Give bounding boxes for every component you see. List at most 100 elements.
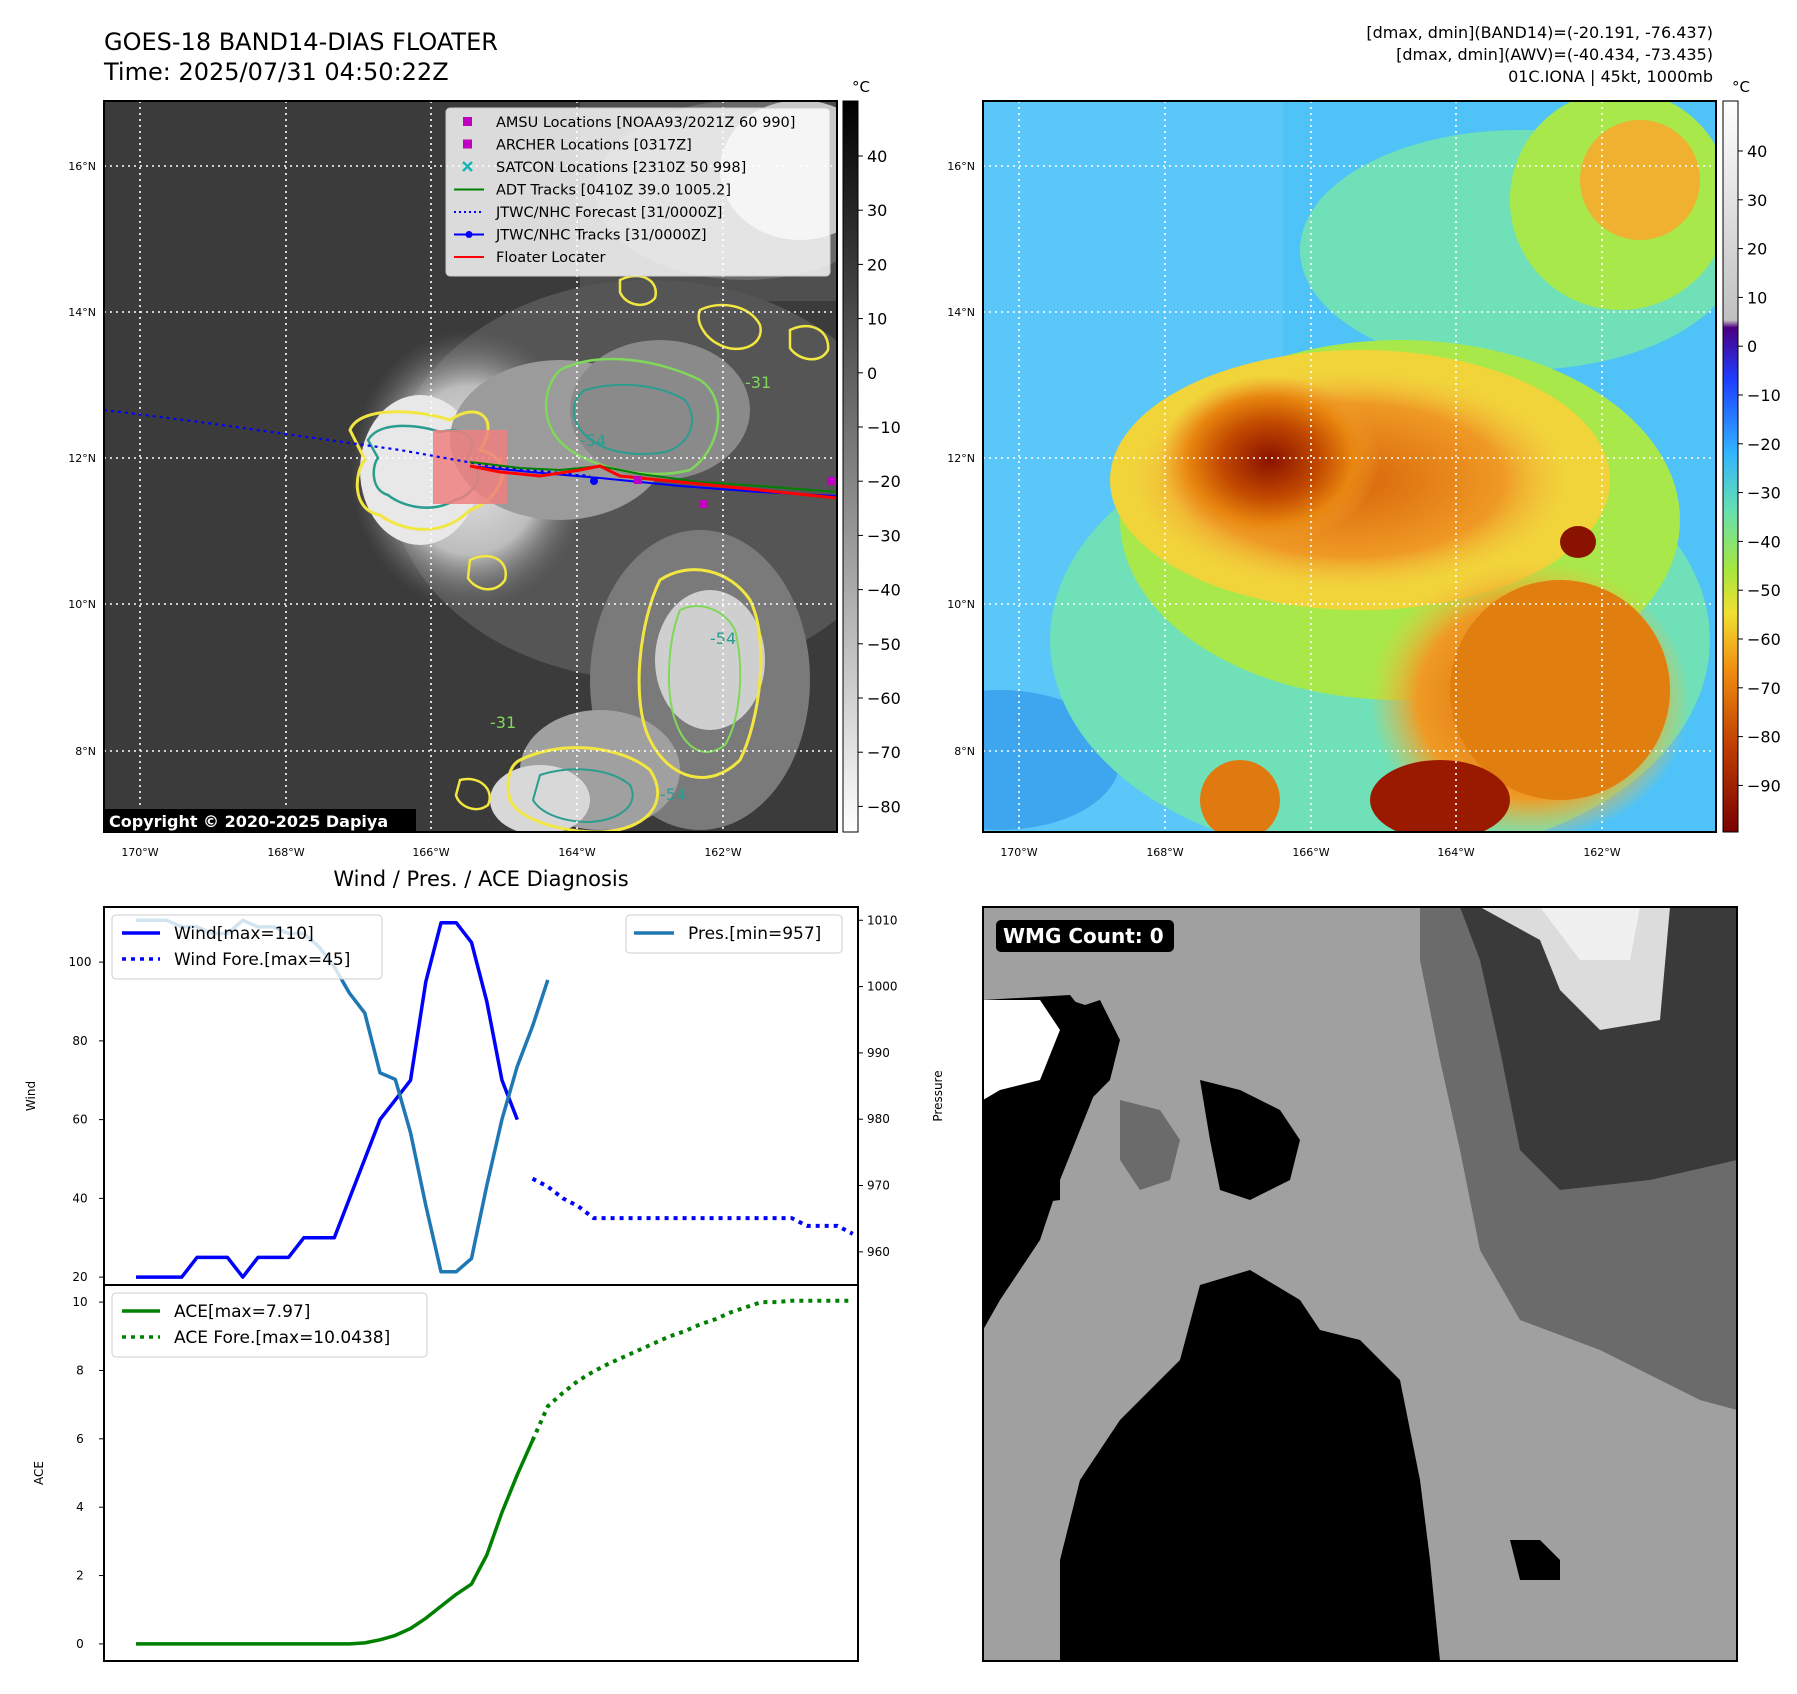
legend-label: Wind[max=110] <box>174 924 314 944</box>
legend-label: JTWC/NHC Tracks [31/0000Z] <box>495 228 707 244</box>
band14-map-frame <box>103 100 838 833</box>
legend-marker <box>463 117 472 126</box>
lat-tick-label: 12°N <box>68 452 96 465</box>
colorbar-tick-label: −40 <box>867 581 901 600</box>
lat-tick-label: 14°N <box>68 306 96 319</box>
colorbar-tick-label: −50 <box>1747 581 1781 600</box>
colorbar-tick-label: 30 <box>867 201 887 220</box>
lon-tick-label: 168°W <box>1146 846 1183 859</box>
legend-entry: AMSU Locations [NOAA93/2021Z 60 990] <box>463 115 795 131</box>
lon-tick-label: 164°W <box>1437 846 1474 859</box>
legend-label: ACE[max=7.97] <box>174 1302 310 1322</box>
right-axis-tick: 990 <box>867 1046 890 1060</box>
colorbar-tick-label: −30 <box>1747 484 1781 503</box>
contour-label: -54 <box>580 431 606 450</box>
info-storm: 01C.IONA | 45kt, 1000mb <box>1508 67 1713 86</box>
left-axis-tick: 60 <box>72 1113 87 1127</box>
lon-tick-label: 166°W <box>1292 846 1329 859</box>
colorbar-tick-label: −80 <box>1747 728 1781 747</box>
right-axis-tick: 980 <box>867 1112 890 1126</box>
awv-map-frame <box>982 100 1717 833</box>
legend-marker <box>462 161 473 172</box>
legend-label: AMSU Locations [NOAA93/2021Z 60 990] <box>496 115 795 131</box>
legend-entry: ADT Tracks [0410Z 39.0 1005.2] <box>454 183 731 199</box>
legend-label: JTWC/NHC Forecast [31/0000Z] <box>495 205 722 221</box>
colorbar-tick-label: 40 <box>867 147 887 166</box>
wind-axis-label: Wind <box>24 1081 38 1111</box>
awv-colorbar-unit: °C <box>1732 78 1750 96</box>
colorbar-tick-label: 0 <box>867 364 877 383</box>
adt-track <box>469 461 837 493</box>
wmg-count-label: WMG Count: 0 <box>1003 924 1164 948</box>
colorbar-tick-label: −80 <box>867 797 901 816</box>
floater-track <box>469 464 837 500</box>
pressure-axis-label: Pressure <box>931 1070 945 1121</box>
left-axis-tick: 2 <box>76 1569 84 1583</box>
left-axis-tick: 40 <box>72 1191 87 1205</box>
colorbar-tick-label: 0 <box>1747 337 1757 356</box>
lon-tick-label: 162°W <box>704 846 741 859</box>
right-axis-tick: 970 <box>867 1179 890 1193</box>
lon-tick-label: 164°W <box>558 846 595 859</box>
series-line <box>530 1298 853 1442</box>
ace-chart-frame <box>103 1284 859 1662</box>
lat-tick-label: 16°N <box>947 160 975 173</box>
wmg-panel-frame <box>982 906 1738 1662</box>
legend-label: Pres.[min=957] <box>688 924 821 944</box>
colorbar-tick-label: −60 <box>867 689 901 708</box>
legend-label: Floater Locater <box>496 250 605 266</box>
legend-entry: Floater Locater <box>454 250 605 266</box>
contour-label: -54 <box>710 629 736 648</box>
lon-tick-label: 166°W <box>412 846 449 859</box>
copyright-label: Copyright © 2020-2025 Dapiya <box>109 812 388 831</box>
map-legend: AMSU Locations [NOAA93/2021Z 60 990] ARCH… <box>445 107 831 277</box>
left-axis-tick: 4 <box>76 1500 84 1514</box>
contour-label: -54 <box>660 785 686 804</box>
colorbar-tick-label: −10 <box>867 418 901 437</box>
legend-entry: JTWC/NHC Tracks [31/0000Z] <box>454 228 707 244</box>
colorbar-tick-label: 10 <box>1747 288 1767 307</box>
legend-entry: JTWC/NHC Forecast [31/0000Z] <box>454 205 722 221</box>
series-line <box>531 1176 854 1236</box>
figure-title: GOES-18 BAND14-DIAS FLOATER <box>104 28 498 56</box>
info-band14-range: [dmax, dmin](BAND14)=(-20.191, -76.437) <box>1366 23 1713 42</box>
colorbar-tick-label: −20 <box>867 472 901 491</box>
right-axis-tick: 1010 <box>867 913 898 927</box>
legend-label: ARCHER Locations [0317Z] <box>496 138 692 154</box>
left-axis-tick: 100 <box>69 955 92 969</box>
colorbar-tick-label: −90 <box>1747 776 1781 795</box>
left-axis-tick: 80 <box>72 1034 87 1048</box>
left-axis-tick: 20 <box>72 1270 87 1284</box>
colorbar-tick-label: 20 <box>867 255 887 274</box>
contour-label: -31 <box>745 373 771 392</box>
wind-legend: Wind[max=110] Wind Fore.[max=45] <box>111 914 383 980</box>
lat-tick-label: 10°N <box>68 598 96 611</box>
lon-tick-label: 162°W <box>1583 846 1620 859</box>
colorbar-tick-label: −30 <box>867 526 901 545</box>
band14-colorbar-unit: °C <box>852 78 870 96</box>
left-axis-tick: 0 <box>76 1637 84 1651</box>
colorbar-tick-label: −70 <box>1747 679 1781 698</box>
colorbar-tick-label: −10 <box>1747 386 1781 405</box>
diagnosis-title: Wind / Pres. / ACE Diagnosis <box>333 867 628 891</box>
legend-label: Wind Fore.[max=45] <box>174 950 350 970</box>
ace-axis-label: ACE <box>32 1461 46 1485</box>
left-axis-tick: 8 <box>76 1363 84 1377</box>
colorbar-tick-label: −70 <box>867 743 901 762</box>
info-awv-range: [dmax, dmin](AWV)=(-40.434, -73.435) <box>1396 45 1713 64</box>
legend-label: ACE Fore.[max=10.0438] <box>174 1328 390 1348</box>
colorbar-tick-label: 30 <box>1747 191 1767 210</box>
lat-tick-label: 8°N <box>954 745 975 758</box>
figure-time: Time: 2025/07/31 04:50:22Z <box>103 58 449 86</box>
awv-colorbar <box>1722 100 1739 833</box>
lon-tick-label: 170°W <box>121 846 158 859</box>
colorbar-tick-label: 10 <box>867 310 887 329</box>
left-axis-tick: 6 <box>76 1432 84 1446</box>
lat-tick-label: 12°N <box>947 452 975 465</box>
colorbar-tick-label: −50 <box>867 635 901 654</box>
lon-tick-label: 170°W <box>1000 846 1037 859</box>
legend-entry: ARCHER Locations [0317Z] <box>463 138 692 154</box>
colorbar-tick-label: −40 <box>1747 532 1781 551</box>
lon-tick-label: 168°W <box>267 846 304 859</box>
